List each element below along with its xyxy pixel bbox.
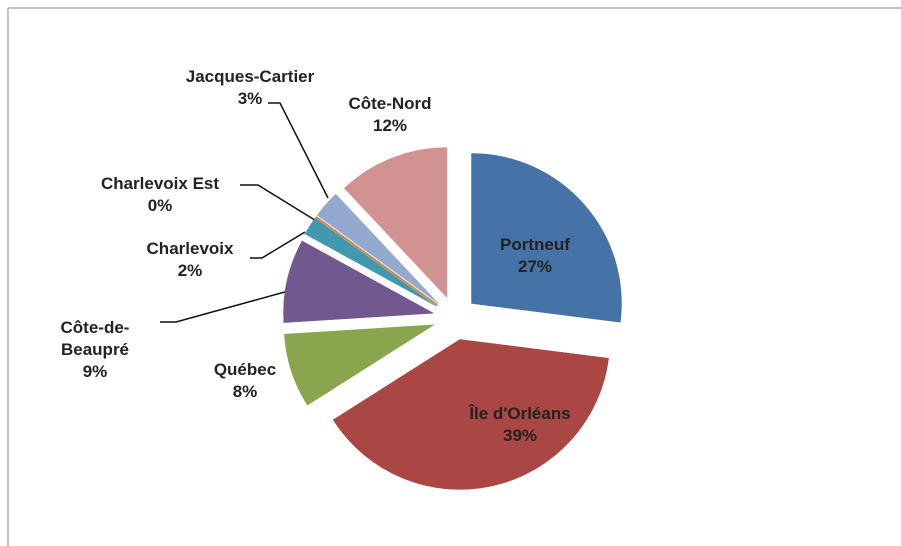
value-label: 9% [82,362,108,381]
pie-slice [316,193,439,304]
pie-slice [304,217,437,307]
pie-slice [471,153,622,323]
data-label: Côte-Nord 12% [310,93,470,137]
category-label: Charlevoix Est [100,174,220,193]
data-label: Québec 8% [185,359,305,403]
pie-slice [284,324,435,406]
value-label: 3% [237,89,263,108]
value-label: 39% [502,426,538,445]
value-label: 2% [177,261,203,280]
data-label: Charlevoix Est 0% [70,173,250,217]
value-label: 0% [147,196,173,215]
value-label: 12% [372,116,408,135]
pie-slice [343,147,448,299]
category-label: Côte-de-Beaupré [60,318,130,359]
category-label: Côte-Nord [348,94,432,113]
data-label: Île d'Orléans 39% [430,403,610,447]
data-label: Portneuf 27% [455,234,615,278]
value-label: 27% [517,257,553,276]
category-label: Québec [213,360,277,379]
data-label: Charlevoix 2% [110,238,270,282]
category-label: Jacques-Cartier [185,67,315,86]
pie-slice [283,240,435,323]
category-label: Île d'Orléans [469,404,571,423]
pie-slice [332,339,609,490]
data-label: Jacques-Cartier 3% [150,66,350,110]
leader-lines [160,102,329,323]
value-label: 8% [232,382,258,401]
category-label: Charlevoix [146,239,234,258]
data-label: Côte-de-Beaupré 9% [45,317,145,383]
category-label: Portneuf [500,235,570,254]
